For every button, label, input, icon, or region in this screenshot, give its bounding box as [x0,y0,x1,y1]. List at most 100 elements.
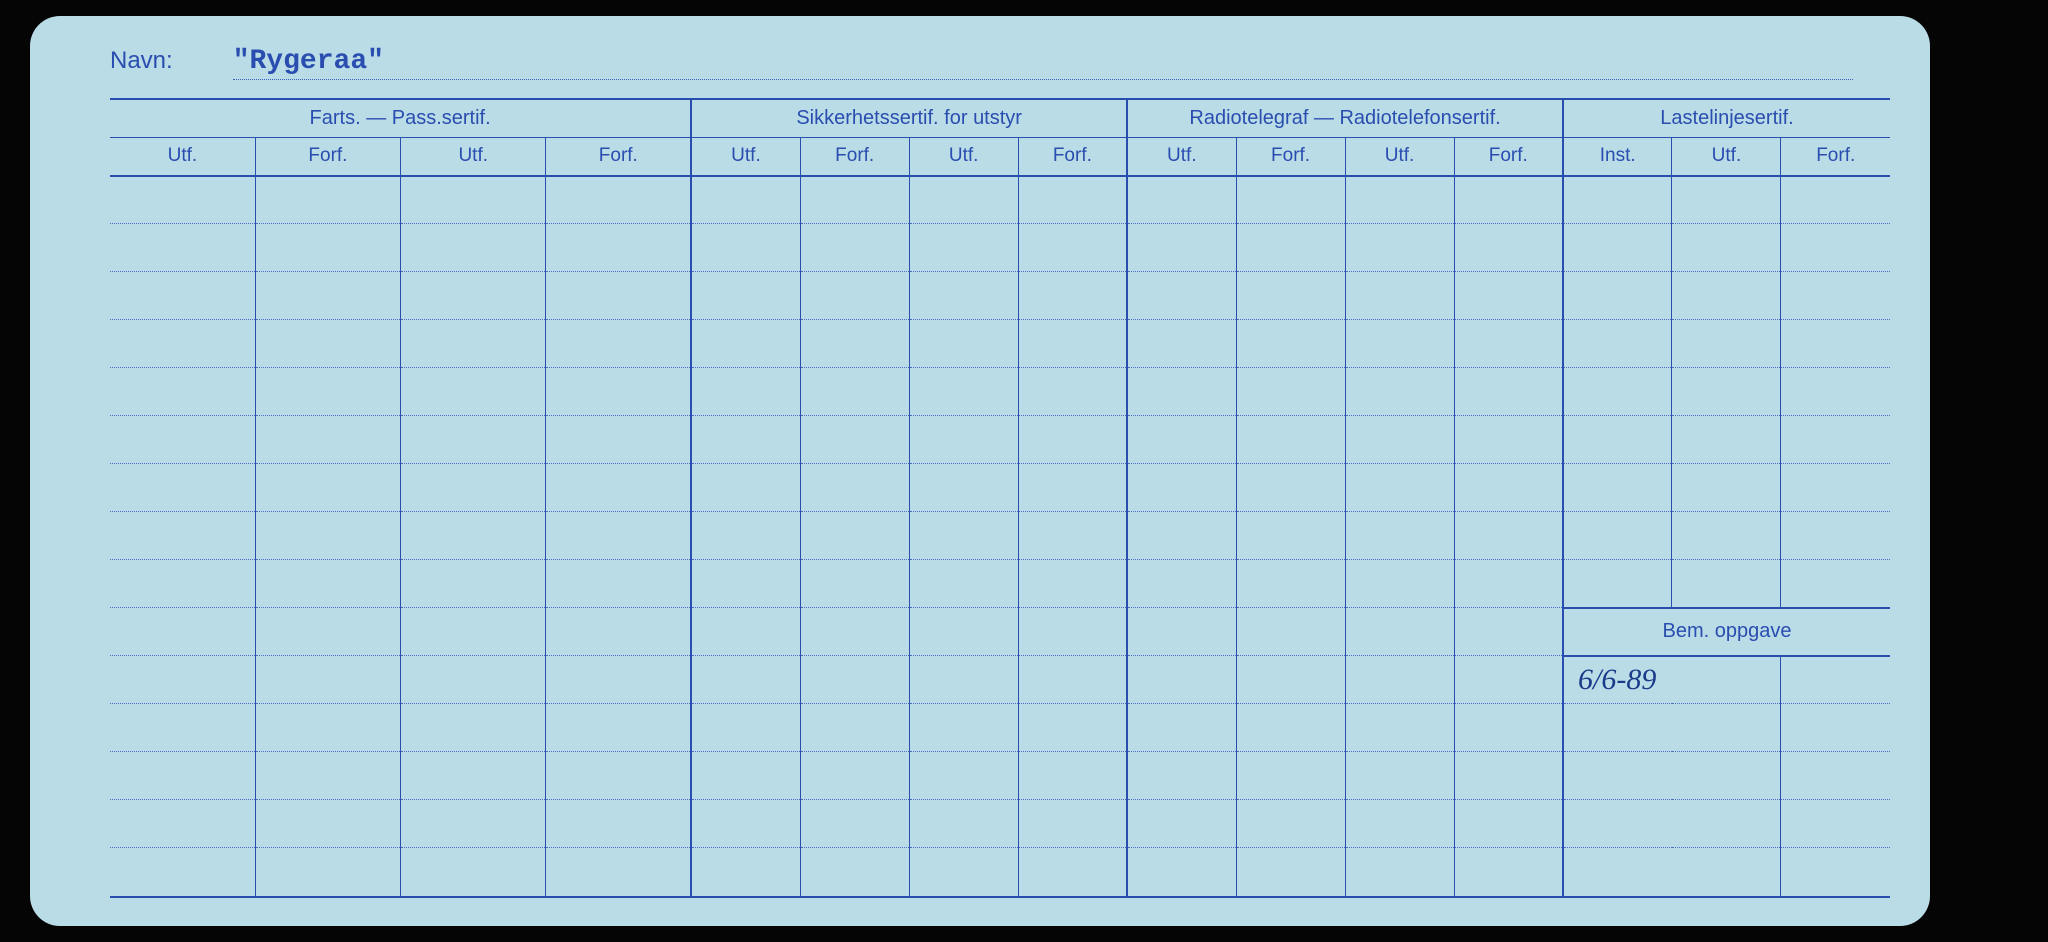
empty-cell [691,224,800,272]
empty-cell [546,752,691,800]
empty-cell [909,560,1018,608]
empty-cell [1127,656,1236,704]
empty-cell [800,512,909,560]
empty-cell [1127,752,1236,800]
empty-cell [1781,800,1890,848]
empty-cell [255,320,400,368]
empty-cell [691,176,800,224]
sub-col: Utf. [1127,138,1236,176]
empty-cell [1781,416,1890,464]
empty-cell [909,512,1018,560]
empty-cell [1345,320,1454,368]
empty-cell [546,176,691,224]
group-farts: Farts. — Pass.sertif. [110,100,691,138]
empty-cell [909,176,1018,224]
group-header-row: Farts. — Pass.sertif. Sikkerhetssertif. … [110,100,1890,138]
table-row [110,272,1890,320]
empty-cell [909,368,1018,416]
empty-cell [1236,656,1345,704]
empty-cell [1018,272,1127,320]
sub-col: Utf. [401,138,546,176]
empty-cell [546,464,691,512]
empty-cell [1018,464,1127,512]
empty-cell [546,608,691,656]
empty-cell [401,752,546,800]
empty-cell [691,848,800,896]
empty-cell [1454,704,1563,752]
empty-cell [800,608,909,656]
empty-cell [1127,608,1236,656]
empty-cell [1345,800,1454,848]
empty-cell [1018,320,1127,368]
sub-col: Utf. [1345,138,1454,176]
sub-col: Forf. [1781,138,1890,176]
empty-cell [546,800,691,848]
empty-cell [800,848,909,896]
empty-cell [1563,704,1781,752]
empty-cell [1454,176,1563,224]
empty-cell [909,464,1018,512]
empty-cell [800,368,909,416]
empty-cell [255,656,400,704]
empty-cell [1018,848,1127,896]
empty-cell [546,656,691,704]
empty-cell [1781,656,1890,704]
empty-cell [546,320,691,368]
empty-cell [1454,656,1563,704]
empty-cell [1127,416,1236,464]
empty-cell [255,752,400,800]
empty-cell [691,752,800,800]
empty-cell [1345,656,1454,704]
empty-cell [1236,560,1345,608]
table-row [110,224,1890,272]
empty-cell [1127,272,1236,320]
empty-cell [1018,368,1127,416]
empty-cell [1236,512,1345,560]
empty-cell [909,608,1018,656]
empty-cell [1781,176,1890,224]
empty-cell [255,464,400,512]
empty-cell [110,224,255,272]
empty-cell [691,320,800,368]
empty-cell [800,656,909,704]
empty-cell [1454,608,1563,656]
table-row [110,800,1890,848]
empty-cell [1781,224,1890,272]
group-radio: Radiotelegraf — Radiotelefonsertif. [1127,100,1563,138]
empty-cell [800,464,909,512]
empty-cell [110,368,255,416]
sub-col: Inst. [1563,138,1672,176]
empty-cell [1018,608,1127,656]
empty-cell [1563,560,1672,608]
empty-cell [1236,176,1345,224]
empty-cell [110,560,255,608]
empty-cell [546,848,691,896]
empty-cell [1672,368,1781,416]
table-row [110,320,1890,368]
empty-cell [401,512,546,560]
empty-cell [909,416,1018,464]
empty-cell [401,368,546,416]
empty-cell [691,608,800,656]
empty-cell [110,512,255,560]
empty-cell [1018,656,1127,704]
empty-cell [1563,512,1672,560]
empty-cell [1236,320,1345,368]
empty-cell [401,464,546,512]
empty-cell [800,800,909,848]
empty-cell [909,320,1018,368]
empty-cell [110,464,255,512]
empty-cell [401,272,546,320]
table-row [110,176,1890,224]
empty-cell [1345,464,1454,512]
empty-cell [1454,848,1563,896]
sub-header-row: Utf. Forf. Utf. Forf. Utf. Forf. Utf. Fo… [110,138,1890,176]
empty-cell [691,512,800,560]
empty-cell [1781,368,1890,416]
empty-cell [909,704,1018,752]
empty-cell [1236,752,1345,800]
empty-cell [1018,176,1127,224]
empty-cell [1563,224,1672,272]
empty-cell [1454,464,1563,512]
sub-col: Forf. [1454,138,1563,176]
